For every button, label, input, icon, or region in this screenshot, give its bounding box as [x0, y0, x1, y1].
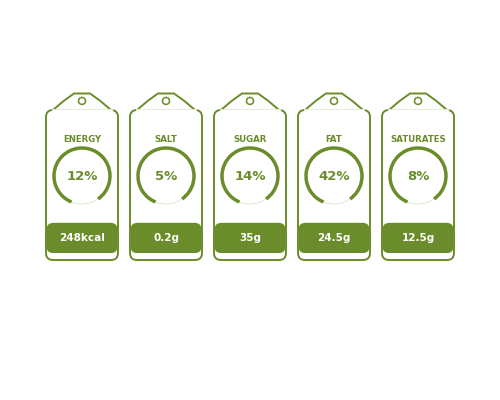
FancyBboxPatch shape [130, 110, 202, 260]
FancyBboxPatch shape [46, 110, 118, 260]
Text: 8%: 8% [407, 170, 429, 182]
Polygon shape [221, 94, 279, 110]
Text: SUGAR: SUGAR [234, 136, 266, 144]
Text: 24.5g: 24.5g [318, 233, 350, 243]
Polygon shape [305, 94, 363, 110]
Text: 0.2g: 0.2g [153, 233, 179, 243]
FancyBboxPatch shape [298, 223, 370, 253]
Text: SALT: SALT [154, 136, 178, 144]
FancyBboxPatch shape [130, 223, 202, 253]
FancyBboxPatch shape [214, 223, 286, 253]
FancyBboxPatch shape [382, 110, 454, 260]
Text: SATURATES: SATURATES [390, 136, 446, 144]
Text: 42%: 42% [318, 170, 350, 182]
Polygon shape [53, 94, 111, 110]
Text: 14%: 14% [234, 170, 266, 182]
Text: 35g: 35g [239, 233, 261, 243]
Text: ENERGY: ENERGY [63, 136, 101, 144]
Text: 12%: 12% [66, 170, 98, 182]
Text: 12.5g: 12.5g [402, 233, 434, 243]
FancyBboxPatch shape [382, 223, 454, 253]
Polygon shape [389, 94, 447, 110]
FancyBboxPatch shape [298, 110, 370, 260]
FancyBboxPatch shape [214, 110, 286, 260]
FancyBboxPatch shape [46, 223, 118, 253]
Text: FAT: FAT [326, 136, 342, 144]
Text: 248kcal: 248kcal [59, 233, 105, 243]
Polygon shape [137, 94, 195, 110]
Text: 5%: 5% [155, 170, 177, 182]
